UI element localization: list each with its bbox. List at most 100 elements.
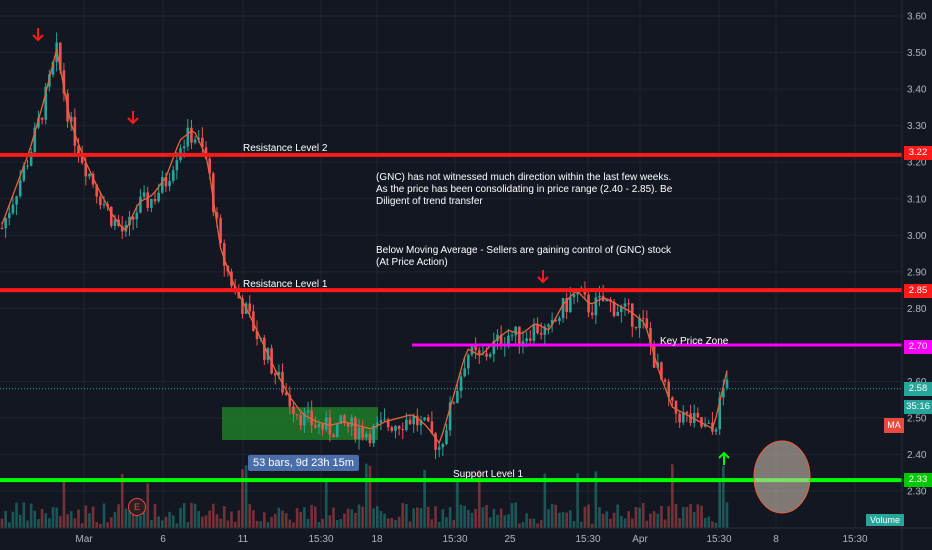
volume-bar bbox=[539, 520, 543, 528]
ma-indicator-badge[interactable]: MA bbox=[884, 418, 904, 433]
candle-body bbox=[375, 422, 379, 426]
candle-body bbox=[26, 165, 29, 167]
candle-body bbox=[153, 199, 157, 202]
candle-body bbox=[722, 387, 725, 398]
candle-body bbox=[175, 159, 179, 171]
volume-bar bbox=[37, 519, 40, 528]
earnings-event-badge[interactable]: E bbox=[128, 498, 146, 516]
candle-body bbox=[718, 397, 722, 430]
candle-body bbox=[109, 206, 113, 226]
candle-body bbox=[386, 419, 390, 428]
volume-bar bbox=[496, 514, 499, 528]
candle-body bbox=[620, 306, 623, 312]
candle-body bbox=[150, 199, 153, 208]
volume-bar bbox=[365, 463, 368, 528]
volume-bar bbox=[481, 507, 485, 528]
volume-bar bbox=[434, 506, 437, 528]
y-tick-label: 2.40 bbox=[907, 450, 927, 461]
volume-bar bbox=[150, 519, 153, 528]
price-tag-key-zone: 2.70 bbox=[904, 340, 932, 354]
volume-bar bbox=[69, 511, 73, 528]
volume-bar bbox=[707, 516, 711, 528]
candle-body bbox=[29, 151, 33, 166]
candle-body bbox=[332, 434, 335, 438]
volume-bar bbox=[426, 506, 430, 528]
volume-bar bbox=[518, 523, 521, 528]
candle-body bbox=[219, 218, 222, 244]
candle-body bbox=[510, 335, 514, 337]
volume-bar bbox=[543, 473, 547, 528]
volume-bar bbox=[288, 519, 292, 528]
volume-bar bbox=[587, 504, 590, 528]
candle-body bbox=[459, 376, 463, 391]
key-price-zone-label: Key Price Zone bbox=[660, 336, 729, 347]
volume-bar bbox=[583, 506, 587, 528]
target-ellipse bbox=[753, 440, 811, 514]
volume-bar bbox=[558, 512, 561, 528]
volume-bar bbox=[550, 503, 554, 528]
candle-body bbox=[401, 429, 405, 431]
volume-bar bbox=[222, 506, 226, 528]
volume-bar bbox=[660, 505, 663, 528]
volume-bar bbox=[419, 508, 423, 528]
candle-body bbox=[84, 162, 88, 177]
candle-body bbox=[536, 324, 539, 334]
y-tick-label: 2.80 bbox=[907, 304, 927, 315]
candle-body bbox=[430, 421, 434, 434]
highlight-ellipse bbox=[753, 440, 811, 514]
volume-bar bbox=[339, 519, 343, 528]
candle-body bbox=[51, 62, 55, 75]
candle-body bbox=[201, 137, 204, 148]
volume-bar bbox=[452, 520, 456, 528]
candle-body bbox=[69, 117, 73, 122]
candle-body bbox=[80, 154, 84, 163]
volume-bar bbox=[397, 516, 401, 528]
candle-body bbox=[445, 430, 448, 444]
candle-body bbox=[146, 192, 150, 208]
candle-body bbox=[131, 216, 135, 220]
resistance-level-2-label: Resistance Level 2 bbox=[243, 143, 328, 154]
volume-bar bbox=[161, 520, 164, 528]
candle-body bbox=[306, 410, 310, 413]
volume-bar bbox=[572, 520, 576, 528]
candle-body bbox=[405, 419, 408, 430]
candle-body bbox=[299, 414, 303, 426]
volume-bar bbox=[416, 507, 419, 528]
volume-bar bbox=[343, 513, 346, 528]
candle-body bbox=[62, 70, 66, 94]
volume-bar bbox=[620, 515, 623, 528]
volume-bar bbox=[48, 518, 51, 528]
candle-body bbox=[161, 176, 164, 193]
volume-bar bbox=[244, 465, 248, 528]
volume-bar bbox=[689, 504, 692, 528]
volume-bar bbox=[714, 522, 718, 528]
volume-bar bbox=[248, 503, 252, 528]
candle-body bbox=[222, 243, 226, 266]
volume-bar bbox=[430, 519, 434, 528]
candle-body bbox=[18, 180, 22, 197]
volume-bar bbox=[255, 520, 259, 528]
candle-body bbox=[40, 117, 44, 120]
volume-bar bbox=[372, 508, 375, 528]
candle-body bbox=[674, 400, 678, 414]
candle-body bbox=[317, 424, 321, 428]
volume-indicator-badge[interactable]: Volume bbox=[866, 514, 905, 526]
volume-bar bbox=[671, 464, 674, 528]
volume-bar bbox=[692, 512, 696, 528]
volume-bar bbox=[44, 513, 48, 528]
candle-body bbox=[273, 373, 277, 376]
candle-body bbox=[470, 345, 474, 355]
candle-body bbox=[88, 173, 91, 177]
candle-body bbox=[15, 196, 18, 205]
x-tick-label: 8 bbox=[773, 534, 779, 545]
volume-bar bbox=[488, 517, 492, 528]
volume-bars bbox=[0, 463, 729, 528]
volume-bar bbox=[204, 515, 208, 528]
volume-bar bbox=[641, 502, 645, 528]
candle-body bbox=[707, 422, 711, 424]
y-tick-label: 3.20 bbox=[907, 158, 927, 169]
buy-arrow-head bbox=[718, 451, 730, 459]
candle-body bbox=[696, 412, 700, 418]
volume-bar bbox=[361, 506, 364, 528]
